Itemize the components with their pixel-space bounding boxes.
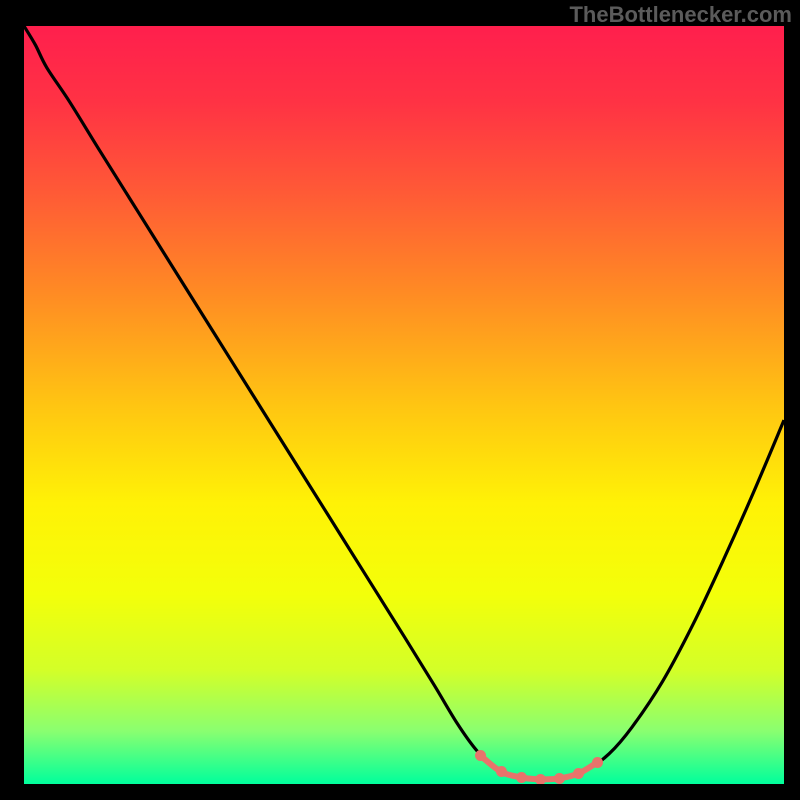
marker-dot bbox=[535, 774, 546, 784]
bottleneck-curve bbox=[24, 26, 784, 779]
chart-container: TheBottlenecker.com bbox=[0, 0, 800, 800]
marker-dot bbox=[592, 757, 603, 768]
curve-layer bbox=[24, 26, 784, 784]
plot-area bbox=[24, 26, 784, 784]
marker-dot bbox=[475, 750, 486, 761]
watermark-text: TheBottlenecker.com bbox=[569, 2, 792, 28]
